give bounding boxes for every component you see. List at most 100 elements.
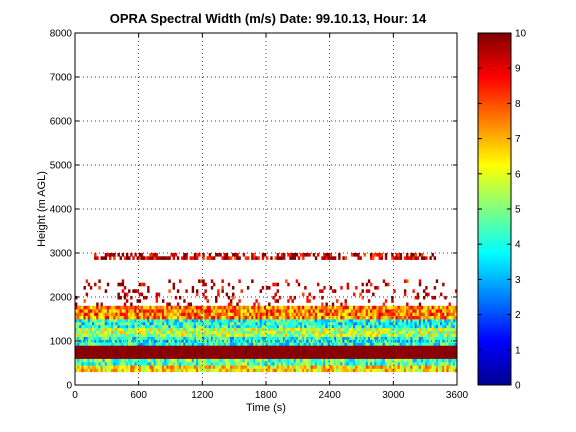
heatmap-cell bbox=[399, 330, 403, 334]
heatmap-cell bbox=[166, 327, 169, 332]
heatmap-cell bbox=[291, 324, 294, 329]
heatmap-cell bbox=[395, 330, 398, 334]
heatmap-cell bbox=[336, 348, 339, 353]
heatmap-cell bbox=[408, 327, 411, 332]
heatmap-cell bbox=[166, 345, 169, 349]
heatmap-cell bbox=[119, 368, 122, 373]
heatmap-cell bbox=[159, 336, 163, 340]
heatmap-cell bbox=[87, 333, 91, 337]
heatmap-cell bbox=[246, 256, 250, 260]
heatmap-cell bbox=[331, 321, 335, 326]
heatmap-cell bbox=[382, 312, 386, 316]
heatmap-cell bbox=[333, 309, 337, 313]
heatmap-cell bbox=[278, 365, 282, 369]
heatmap-cell bbox=[132, 312, 135, 316]
heatmap-cell bbox=[403, 327, 407, 332]
heatmap-cell bbox=[96, 302, 99, 307]
heatmap-cell bbox=[232, 336, 235, 340]
heatmap-cell bbox=[155, 299, 159, 303]
heatmap-cell bbox=[299, 339, 303, 343]
heatmap-cell bbox=[353, 319, 356, 323]
heatmap-cell bbox=[98, 333, 101, 337]
heatmap-cell bbox=[164, 365, 167, 369]
heatmap-cell bbox=[361, 339, 364, 343]
heatmap-cell bbox=[423, 333, 426, 337]
heatmap-cell bbox=[121, 309, 125, 313]
heatmap-cell bbox=[147, 345, 150, 349]
heatmap-cell bbox=[363, 305, 367, 310]
heatmap-cell bbox=[327, 319, 330, 323]
heatmap-cell bbox=[287, 365, 290, 369]
heatmap-cell bbox=[185, 352, 188, 356]
heatmap-cell bbox=[338, 333, 341, 337]
heatmap-cell bbox=[340, 321, 343, 326]
heatmap-cell bbox=[393, 324, 396, 329]
heatmap-cell bbox=[321, 305, 324, 310]
heatmap-cell bbox=[195, 289, 199, 293]
heatmap-cell bbox=[236, 305, 239, 310]
heatmap-cell bbox=[374, 327, 377, 332]
heatmap-cell bbox=[123, 286, 127, 290]
heatmap-cell bbox=[319, 355, 322, 359]
heatmap-cell bbox=[408, 361, 411, 366]
heatmap-cell bbox=[157, 365, 161, 369]
heatmap-cell bbox=[225, 333, 229, 337]
heatmap-cell bbox=[136, 342, 139, 346]
heatmap-cell bbox=[236, 315, 239, 320]
heatmap-cell bbox=[208, 358, 212, 363]
heatmap-cell bbox=[282, 319, 286, 323]
heatmap-cell bbox=[132, 368, 135, 373]
heatmap-cell bbox=[425, 330, 428, 334]
heatmap-cell bbox=[304, 305, 307, 310]
heatmap-cell bbox=[102, 352, 106, 356]
heatmap-cell bbox=[238, 345, 241, 349]
colorbar-tick-label: 6 bbox=[515, 169, 521, 180]
heatmap-cell bbox=[89, 319, 93, 323]
heatmap-cell bbox=[382, 319, 386, 323]
heatmap-cell bbox=[431, 315, 434, 320]
heatmap-cell bbox=[123, 309, 127, 313]
heatmap-cell bbox=[397, 333, 400, 337]
heatmap-cell bbox=[83, 315, 86, 320]
heatmap-cell bbox=[408, 345, 411, 349]
heatmap-cell bbox=[223, 253, 226, 257]
heatmap-cell bbox=[206, 319, 209, 323]
heatmap-cell bbox=[187, 342, 190, 346]
heatmap-cell bbox=[168, 339, 171, 343]
heatmap-cell bbox=[166, 336, 169, 340]
heatmap-cell bbox=[308, 305, 311, 310]
heatmap-cell bbox=[225, 358, 229, 363]
heatmap-cell bbox=[206, 309, 209, 313]
heatmap-cell bbox=[229, 319, 233, 323]
heatmap-cell bbox=[81, 324, 84, 329]
heatmap-cell bbox=[244, 361, 248, 366]
heatmap-cell bbox=[412, 339, 415, 343]
heatmap-cell bbox=[253, 339, 256, 343]
heatmap-cell bbox=[289, 355, 292, 359]
heatmap-cell bbox=[75, 368, 78, 373]
heatmap-cell bbox=[221, 345, 224, 349]
heatmap-cell bbox=[336, 305, 339, 310]
heatmap-cell bbox=[151, 333, 154, 337]
heatmap-cell bbox=[433, 336, 437, 340]
heatmap-cell bbox=[276, 361, 280, 366]
heatmap-cell bbox=[75, 309, 78, 313]
heatmap-cell bbox=[338, 253, 341, 257]
heatmap-cell bbox=[142, 321, 146, 326]
heatmap-cell bbox=[268, 339, 271, 343]
heatmap-cell bbox=[246, 355, 250, 359]
heatmap-cell bbox=[206, 361, 209, 366]
heatmap-cell bbox=[238, 324, 241, 329]
heatmap-cell bbox=[176, 315, 180, 320]
heatmap-cell bbox=[244, 315, 248, 320]
heatmap-cell bbox=[138, 365, 142, 369]
heatmap-cell bbox=[391, 355, 394, 359]
heatmap-cell bbox=[423, 256, 426, 260]
heatmap-cell bbox=[140, 355, 144, 359]
heatmap-cell bbox=[195, 345, 199, 349]
heatmap-cell bbox=[314, 339, 318, 343]
heatmap-cell bbox=[130, 352, 133, 356]
heatmap-cell bbox=[168, 312, 171, 316]
heatmap-cell bbox=[454, 312, 458, 316]
